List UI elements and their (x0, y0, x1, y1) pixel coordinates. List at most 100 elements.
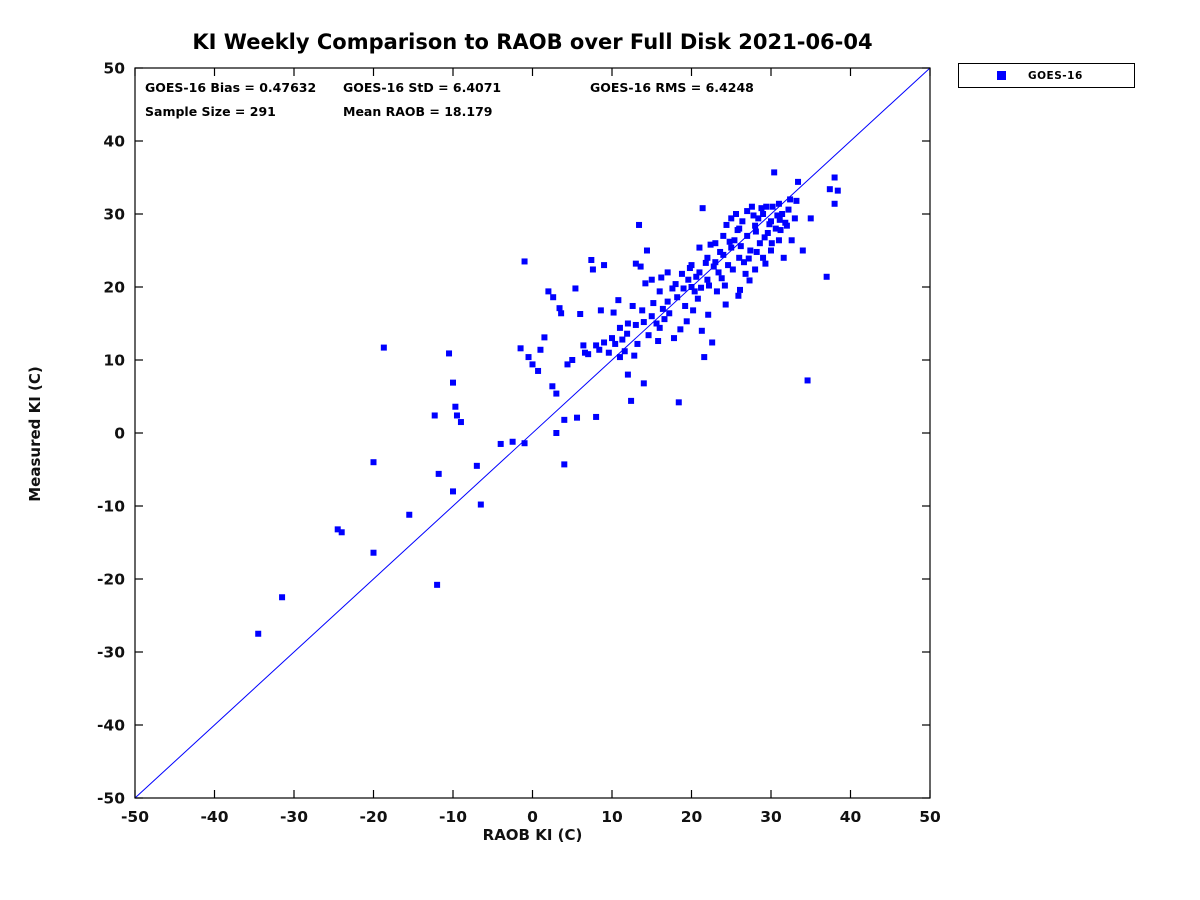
scatter-marker (545, 288, 552, 295)
x-tick-label: 20 (681, 808, 703, 826)
scatter-marker (721, 282, 728, 289)
scatter-marker (634, 340, 641, 347)
scatter-marker (737, 243, 744, 250)
scatter-marker (752, 222, 759, 229)
y-tick-label: -30 (97, 644, 125, 662)
scatter-marker (793, 197, 800, 204)
scatter-marker (763, 203, 770, 210)
scatter-marker (431, 412, 438, 419)
scatter-marker (334, 526, 341, 533)
scatter-marker (621, 348, 628, 355)
scatter-marker (823, 273, 830, 280)
scatter-marker (752, 228, 759, 235)
scatter-marker (380, 344, 387, 351)
y-axis-label: Measured KI (C) (26, 366, 44, 502)
scatter-marker (406, 511, 413, 518)
scatter-marker (795, 178, 802, 185)
scatter-marker (434, 581, 441, 588)
scatter-marker (768, 247, 774, 254)
y-tick-label: 10 (103, 352, 125, 370)
scatter-marker (734, 227, 741, 234)
scatter-marker (535, 367, 542, 374)
scatter-marker (497, 440, 504, 447)
scatter-marker (720, 251, 727, 258)
y-tick-label: -50 (97, 790, 125, 808)
y-tick-label: 20 (103, 279, 125, 297)
scatter-marker (653, 320, 660, 327)
scatter-marker (553, 390, 560, 397)
scatter-marker (736, 254, 743, 261)
scatter-marker (683, 318, 690, 325)
scatter-marker (804, 377, 811, 384)
scatter-marker (712, 240, 719, 247)
scatter-marker (675, 399, 682, 406)
scatter-marker (699, 205, 706, 212)
scatter-marker (705, 282, 712, 289)
scatter-marker (755, 215, 762, 222)
scatter-marker (338, 529, 345, 536)
stat-mean-raob: Mean RAOB = 18.179 (343, 104, 493, 119)
scatter-marker (690, 307, 697, 314)
scatter-marker (740, 259, 747, 266)
y-tick-label: 50 (103, 60, 125, 78)
scatter-marker (677, 326, 684, 333)
scatter-marker (744, 208, 751, 215)
scatter-marker (612, 340, 619, 347)
scatter-marker (710, 263, 717, 270)
scatter-marker (561, 461, 568, 468)
scatter-marker (658, 274, 665, 281)
scatter-marker (581, 349, 588, 356)
scatter-marker (640, 380, 647, 387)
scatter-marker (723, 221, 730, 228)
scatter-marker (777, 227, 784, 234)
y-tick-label: 30 (103, 206, 125, 224)
x-tick-label: -10 (439, 808, 467, 826)
scatter-marker (624, 371, 631, 378)
x-tick-label: 50 (919, 808, 941, 826)
scatter-marker (509, 438, 516, 445)
stat-std: GOES-16 StD = 6.4071 (343, 80, 502, 95)
x-tick-label: -50 (121, 808, 149, 826)
scatter-marker (774, 212, 781, 219)
scatter-marker (775, 237, 782, 244)
scatter-marker (450, 488, 456, 495)
scatter-marker (457, 419, 464, 426)
scatter-marker (610, 309, 617, 316)
scatter-marker (556, 305, 563, 312)
scatter-marker (629, 302, 636, 309)
identity-line (134, 67, 931, 799)
scatter-marker (453, 412, 460, 419)
scatter-marker (632, 321, 639, 328)
scatter-marker (636, 221, 643, 228)
scatter-marker (589, 266, 596, 273)
scatter-marker (694, 295, 701, 302)
scatter-marker (745, 255, 752, 262)
scatter-marker (742, 270, 749, 277)
scatter-marker (762, 260, 769, 267)
legend-marker-icon (997, 71, 1006, 80)
scatter-marker (799, 247, 806, 254)
scatter-marker (775, 200, 782, 207)
scatter-marker (596, 346, 603, 353)
scatter-marker (574, 414, 581, 421)
scatter-marker (725, 262, 732, 269)
scatter-marker (477, 501, 484, 508)
scatter-marker (758, 205, 765, 212)
scatter-marker (791, 215, 798, 222)
scatter-marker (707, 241, 714, 248)
scatter-marker (750, 212, 757, 219)
scatter-marker (715, 269, 722, 276)
scatter-marker (517, 345, 524, 352)
scatter-marker (693, 273, 700, 280)
scatter-marker (728, 244, 735, 251)
scatter-marker (674, 294, 681, 301)
scatter-marker (632, 260, 639, 267)
scatter-marker (572, 285, 579, 292)
scatter-marker (769, 203, 776, 210)
scatter-marker (648, 276, 655, 283)
scatter-marker (656, 288, 663, 295)
stat-bias: GOES-16 Bias = 0.47632 (145, 80, 317, 95)
scatter-marker (696, 269, 703, 276)
